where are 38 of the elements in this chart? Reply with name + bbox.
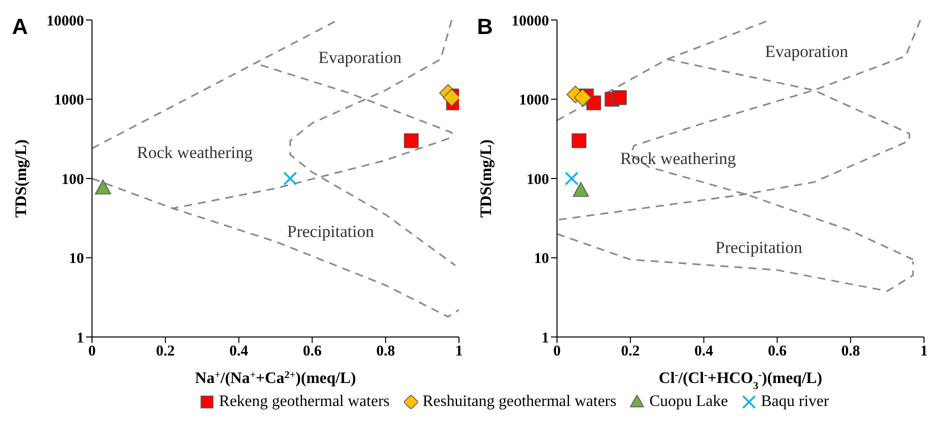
y-tick-label: 1 bbox=[542, 330, 549, 346]
annotation: Rock weathering bbox=[620, 149, 736, 170]
x-tick-label: 0.6 bbox=[768, 344, 788, 360]
y-tick-label: 10 bbox=[534, 251, 549, 268]
y-axis-title: TDS(mg/L) bbox=[478, 139, 495, 218]
x-tick-label: 0.6 bbox=[302, 344, 322, 360]
y-tick-label: 100 bbox=[62, 172, 84, 188]
legend-label: Rekeng geothermal waters bbox=[219, 393, 390, 411]
x-tick-label: 0 bbox=[553, 344, 561, 360]
annotation: Precipitation bbox=[287, 222, 374, 242]
annotation: Evaporation bbox=[765, 42, 848, 62]
y-tick-label: 1000 bbox=[54, 92, 84, 109]
x-tick-label: 0.8 bbox=[376, 344, 395, 360]
x-tick-label: 0.4 bbox=[694, 344, 714, 360]
x-tick-label: 0.2 bbox=[621, 344, 640, 360]
legend-label: Cuopu Lake bbox=[649, 393, 728, 411]
x-tick-label: 0.2 bbox=[156, 344, 175, 360]
y-tick-label: 10000 bbox=[46, 13, 84, 30]
chart-title: A bbox=[12, 14, 28, 40]
legend-label: Reshuitang geothermal waters bbox=[422, 393, 616, 411]
annotation: Precipitation bbox=[715, 238, 802, 258]
y-tick-label: 10000 bbox=[512, 13, 549, 30]
y-tick-label: 1000 bbox=[519, 92, 549, 109]
x-tick-label: 1 bbox=[920, 344, 928, 360]
x-axis-title: Na$^{+}$/(Na$^{+}$+Ca$^{2+}$)(meq/L) bbox=[195, 370, 356, 387]
y-tick-label: 100 bbox=[526, 172, 549, 188]
y-tick-label: 1 bbox=[76, 330, 84, 346]
annotation: Rock weathering bbox=[136, 143, 253, 164]
y-tick-label: 10 bbox=[69, 251, 84, 268]
legend-label: Baqu river bbox=[761, 393, 829, 411]
annotation: Evaporation bbox=[318, 48, 402, 68]
x-tick-label: 0.8 bbox=[841, 344, 860, 360]
x-axis-title: Cl$^{-}$/(Cl$^{-}$+HCO$_{3}$$^{-}$)(meq/L) bbox=[658, 370, 822, 392]
x-tick-label: 0.4 bbox=[229, 344, 249, 360]
y-axis-title: TDS(mg/L) bbox=[13, 139, 30, 218]
x-tick-label: 1 bbox=[455, 344, 463, 360]
x-tick-label: 0 bbox=[88, 344, 96, 360]
chart-title: B bbox=[477, 14, 493, 40]
